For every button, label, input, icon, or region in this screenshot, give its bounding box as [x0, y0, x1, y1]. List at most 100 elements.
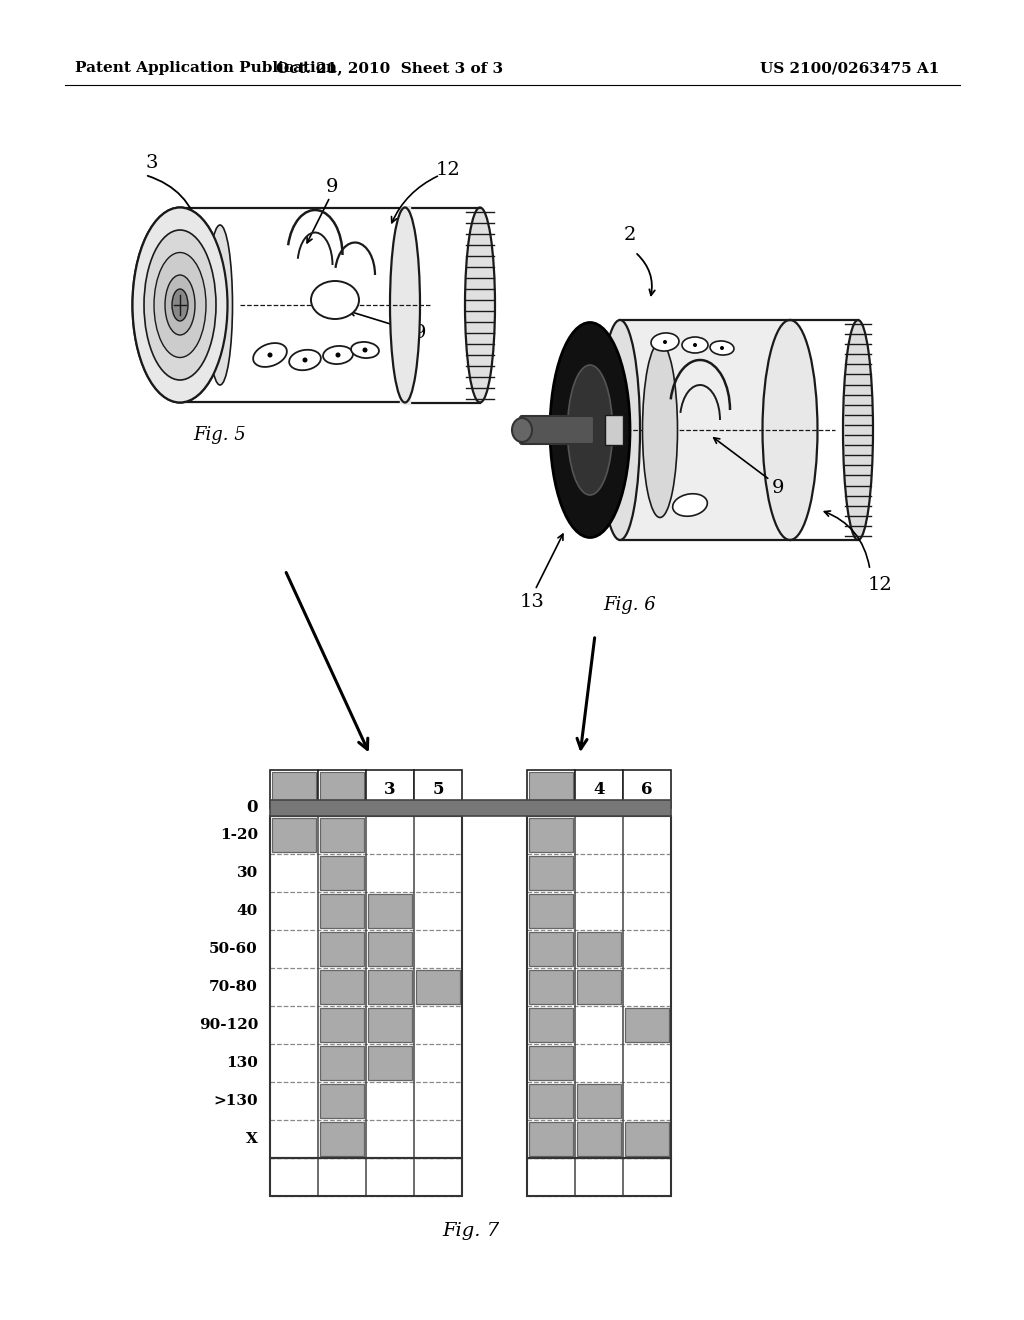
Bar	[318, 770, 366, 808]
Ellipse shape	[567, 366, 612, 495]
Text: 90-120: 90-120	[199, 1018, 258, 1032]
Ellipse shape	[651, 333, 679, 351]
Bar	[319, 1122, 364, 1156]
Bar	[529, 1008, 573, 1041]
Text: >130: >130	[213, 1094, 258, 1107]
Bar	[270, 770, 318, 808]
Bar	[529, 855, 573, 890]
Bar	[529, 818, 573, 851]
Bar	[272, 772, 316, 807]
Text: Fig. 6: Fig. 6	[603, 597, 656, 614]
Ellipse shape	[351, 342, 379, 358]
Ellipse shape	[154, 252, 206, 358]
Ellipse shape	[682, 337, 708, 352]
Bar	[577, 932, 621, 966]
Ellipse shape	[132, 207, 227, 403]
Ellipse shape	[267, 352, 272, 358]
Text: 50-60: 50-60	[209, 942, 258, 956]
Text: Fig. 7: Fig. 7	[442, 1222, 499, 1239]
Text: Fig. 5: Fig. 5	[194, 426, 247, 444]
Text: 1: 1	[336, 780, 348, 797]
Bar	[270, 1158, 462, 1196]
Bar	[319, 1045, 364, 1080]
Bar	[414, 770, 462, 808]
Ellipse shape	[208, 224, 232, 385]
Ellipse shape	[390, 207, 420, 403]
Text: 30: 30	[237, 866, 258, 880]
Ellipse shape	[311, 281, 359, 319]
Text: 40: 40	[237, 904, 258, 917]
Ellipse shape	[763, 319, 817, 540]
Bar	[416, 970, 460, 1005]
Ellipse shape	[323, 346, 353, 364]
Text: 3: 3	[145, 154, 159, 172]
Bar	[319, 772, 364, 807]
Text: 4: 4	[593, 780, 605, 797]
Text: 5: 5	[432, 780, 443, 797]
Bar	[319, 1008, 364, 1041]
Bar	[623, 770, 671, 808]
Ellipse shape	[710, 341, 734, 355]
Bar	[529, 1045, 573, 1080]
Bar	[319, 970, 364, 1005]
Bar	[368, 932, 412, 966]
Ellipse shape	[253, 343, 287, 367]
Ellipse shape	[336, 352, 341, 358]
Bar	[527, 816, 671, 1158]
Bar	[575, 770, 623, 808]
Text: 13: 13	[519, 593, 545, 611]
Bar	[272, 818, 316, 851]
Ellipse shape	[165, 275, 195, 335]
Bar	[527, 1158, 671, 1196]
Ellipse shape	[550, 322, 630, 537]
Ellipse shape	[144, 230, 216, 380]
Ellipse shape	[663, 341, 667, 345]
Bar	[529, 1084, 573, 1118]
Text: 6: 6	[641, 780, 652, 797]
Bar	[620, 319, 790, 540]
Bar	[529, 894, 573, 928]
Ellipse shape	[362, 347, 368, 352]
Ellipse shape	[642, 342, 678, 517]
Ellipse shape	[132, 207, 227, 403]
Bar	[577, 1084, 621, 1118]
Bar	[319, 818, 364, 851]
Text: R: R	[287, 780, 301, 797]
Bar	[319, 894, 364, 928]
Ellipse shape	[600, 319, 640, 540]
Text: 70-80: 70-80	[209, 979, 258, 994]
Ellipse shape	[673, 494, 708, 516]
Bar	[270, 816, 462, 1158]
Bar	[577, 970, 621, 1005]
Ellipse shape	[465, 207, 495, 403]
Ellipse shape	[843, 319, 873, 540]
Bar	[577, 1122, 621, 1156]
Bar	[270, 800, 671, 816]
Text: Patent Application Publication: Patent Application Publication	[75, 61, 337, 75]
Text: 3: 3	[384, 780, 396, 797]
Bar	[605, 414, 623, 445]
Ellipse shape	[172, 289, 188, 321]
FancyBboxPatch shape	[520, 416, 594, 444]
Bar	[529, 772, 573, 807]
Bar	[368, 894, 412, 928]
Text: 1-20: 1-20	[220, 828, 258, 842]
Bar	[625, 1008, 669, 1041]
Text: 9: 9	[772, 479, 784, 498]
Text: 2: 2	[545, 780, 557, 797]
Text: 0: 0	[247, 800, 258, 817]
Bar	[366, 770, 414, 808]
Text: 9: 9	[326, 178, 338, 195]
Ellipse shape	[302, 358, 307, 363]
Bar	[529, 932, 573, 966]
Bar	[319, 932, 364, 966]
Bar	[319, 1084, 364, 1118]
Ellipse shape	[693, 343, 697, 347]
Text: Oct. 21, 2010  Sheet 3 of 3: Oct. 21, 2010 Sheet 3 of 3	[276, 61, 504, 75]
Bar	[625, 1122, 669, 1156]
Bar	[529, 970, 573, 1005]
Text: 12: 12	[867, 576, 892, 594]
Text: 130: 130	[226, 1056, 258, 1071]
Text: 9: 9	[414, 323, 426, 342]
Bar	[527, 770, 575, 808]
